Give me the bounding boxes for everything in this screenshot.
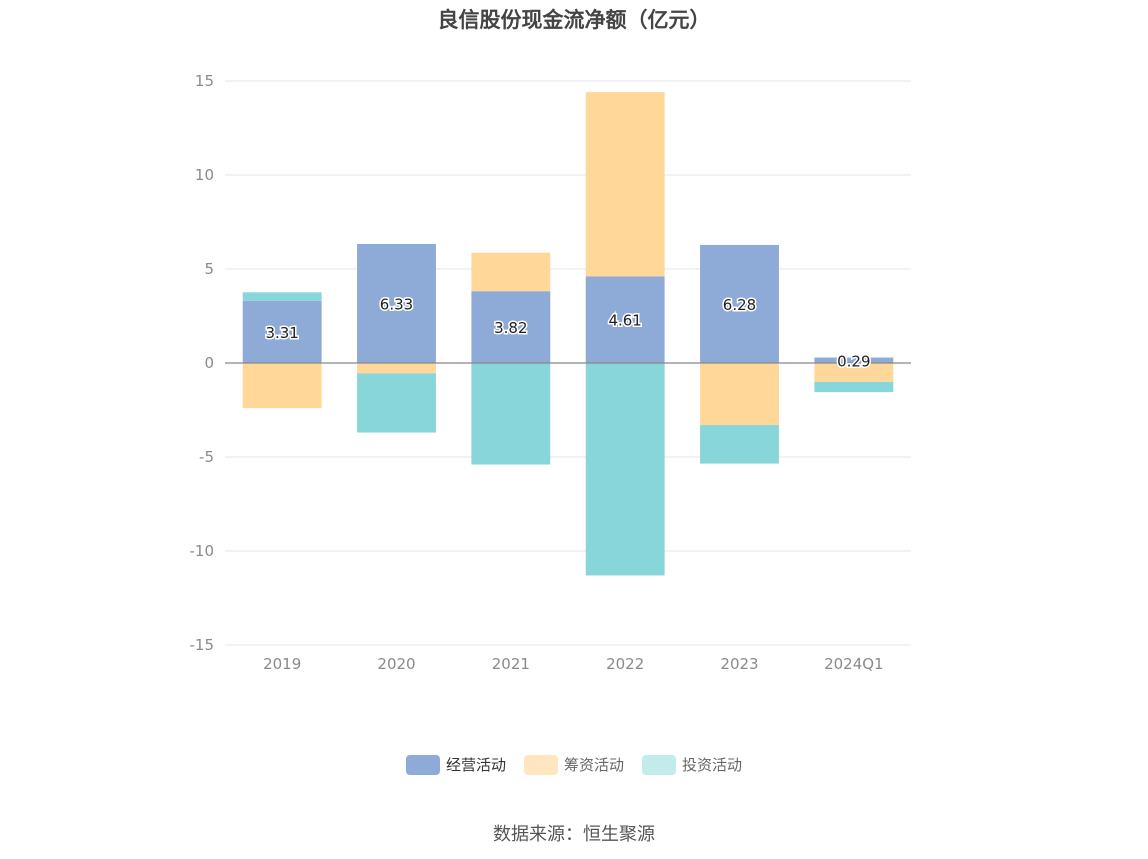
bar-segment[interactable]: [242, 363, 322, 409]
data-label: 3.82: [494, 319, 527, 337]
x-tick-label: 2023: [720, 655, 758, 673]
legend: 经营活动 筹资活动 投资活动: [0, 754, 1148, 775]
bar-segment[interactable]: [814, 381, 894, 393]
bar-segment[interactable]: [242, 292, 322, 301]
legend-item-operating[interactable]: 经营活动: [405, 754, 506, 775]
bar-segment[interactable]: [471, 252, 551, 292]
data-label: 3.31: [265, 324, 298, 342]
bar-segment[interactable]: [357, 363, 436, 374]
x-tick-label: 2024Q1: [824, 655, 884, 673]
bar-segment[interactable]: [471, 291, 551, 363]
data-labels: 3.31 6.33 3.82 4.61 6.28 0.29: [264, 294, 872, 372]
x-axis: 2019 2020 2021 2022 2023 2024Q1: [263, 655, 884, 673]
y-tick-label: 10: [195, 166, 214, 184]
bar-segment[interactable]: [471, 363, 551, 465]
bar-segment[interactable]: [242, 300, 322, 363]
data-label: 6.33: [380, 295, 413, 313]
bar-segment[interactable]: [814, 357, 894, 363]
x-tick-label: 2019: [263, 655, 301, 673]
x-tick-label: 2021: [492, 655, 530, 673]
bar-segment[interactable]: [700, 425, 779, 464]
data-label: 4.61: [608, 312, 641, 330]
legend-item-financing[interactable]: 筹资活动: [523, 754, 624, 775]
legend-swatch-operating: [405, 754, 440, 775]
legend-label-investing: 投资活动: [682, 756, 743, 774]
y-tick-label: 5: [204, 260, 214, 278]
y-tick-label: -5: [199, 448, 214, 466]
data-label: 0.29: [837, 352, 870, 370]
y-tick-label: -15: [190, 636, 215, 654]
y-axis: 15 10 5 0 -5 -10 -15: [190, 72, 215, 654]
bar-segment[interactable]: [700, 244, 779, 363]
legend-swatch-financing: [523, 754, 558, 775]
grid-lines: [225, 80, 911, 646]
chart-title: 良信股份现金流净额（亿元）: [437, 8, 711, 32]
legend-swatch-investing: [642, 754, 676, 775]
legend-label-operating: 经营活动: [445, 756, 506, 774]
y-tick-label: -10: [190, 542, 215, 560]
bar-segment[interactable]: [357, 243, 436, 363]
legend-label-financing: 筹资活动: [563, 756, 624, 774]
data-label: 6.28: [723, 296, 756, 314]
bar-segment[interactable]: [585, 363, 665, 576]
bar-segment[interactable]: [585, 92, 665, 277]
bars: [242, 92, 894, 576]
bar-segment[interactable]: [700, 363, 779, 426]
bar-segment[interactable]: [357, 373, 436, 433]
x-tick-label: 2022: [606, 655, 644, 673]
source-note: 数据来源：恒生聚源: [493, 824, 655, 845]
legend-item-investing[interactable]: 投资活动: [642, 754, 742, 775]
y-tick-label: 15: [195, 72, 214, 90]
x-tick-label: 2020: [377, 655, 415, 673]
y-tick-label: 0: [204, 354, 214, 372]
bar-segment[interactable]: [585, 276, 665, 363]
bar-segment[interactable]: [814, 363, 894, 382]
